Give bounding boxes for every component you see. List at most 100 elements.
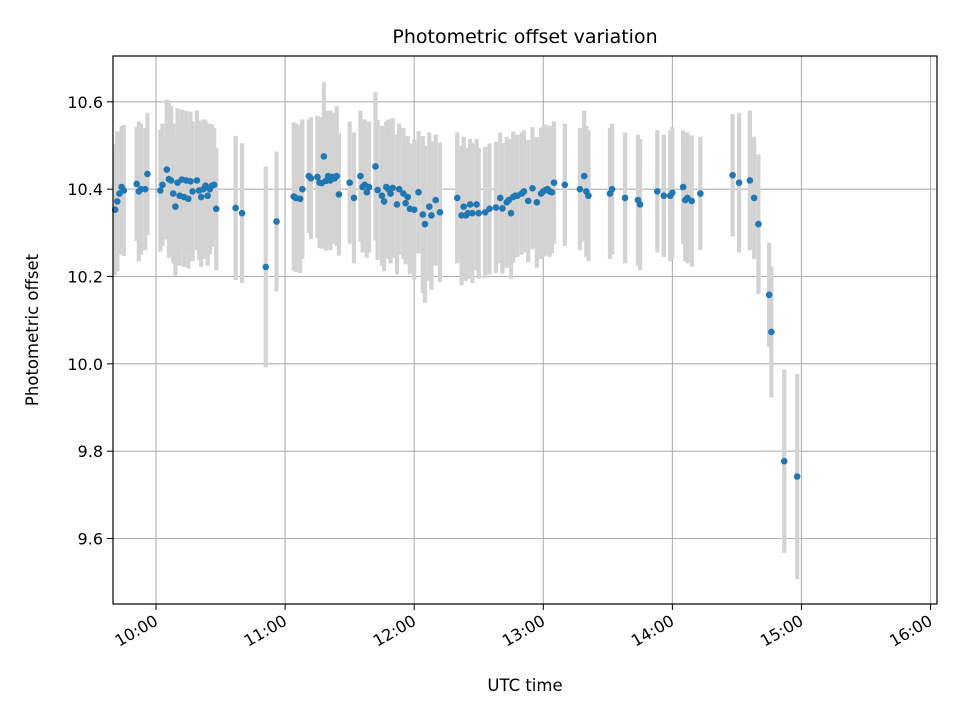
data-point — [524, 197, 532, 205]
data-point — [585, 192, 592, 200]
data-point — [486, 205, 493, 213]
data-point — [780, 457, 788, 465]
data-point — [576, 185, 584, 193]
data-point — [468, 209, 476, 217]
data-point — [172, 203, 179, 210]
data-point — [374, 186, 381, 194]
data-point — [189, 188, 196, 195]
data-point — [320, 153, 328, 160]
data-point — [460, 203, 467, 210]
data-point — [755, 220, 762, 228]
data-point — [492, 204, 500, 211]
data-point — [299, 185, 306, 193]
y-tick-label: 10.4 — [67, 180, 103, 199]
data-point — [679, 183, 687, 191]
data-point — [735, 179, 743, 186]
data-point — [520, 188, 528, 195]
x-tick-label: 12:00 — [370, 611, 419, 651]
data-point — [410, 206, 418, 214]
data-point — [473, 201, 480, 208]
data-point — [185, 195, 192, 203]
data-point — [169, 190, 177, 197]
data-point — [365, 183, 373, 191]
data-point — [621, 194, 629, 202]
x-tick-label: 10:00 — [112, 611, 161, 651]
data-point — [529, 185, 536, 192]
data-point — [636, 201, 644, 208]
y-tick-label: 10.0 — [67, 355, 103, 374]
x-tick-label: 14:00 — [628, 611, 677, 651]
data-point — [750, 194, 758, 202]
data-point — [197, 193, 205, 201]
data-point — [419, 211, 427, 218]
data-point — [378, 192, 386, 200]
data-point — [157, 187, 164, 194]
data-point — [380, 198, 388, 205]
data-point — [210, 181, 218, 189]
data-point — [262, 263, 270, 271]
data-point — [746, 177, 754, 184]
data-point — [193, 177, 201, 184]
data-point — [768, 328, 775, 336]
data-point — [346, 179, 353, 186]
y-axis-label: Photometric offset — [23, 253, 42, 406]
data-point — [363, 188, 371, 196]
data-point — [114, 198, 121, 205]
data-point — [307, 174, 315, 182]
data-point — [212, 205, 220, 213]
data-point — [466, 201, 474, 208]
data-point — [432, 196, 440, 204]
data-point — [608, 185, 616, 193]
data-point — [357, 172, 364, 180]
data-point — [387, 190, 394, 197]
data-point — [204, 192, 211, 200]
data-point — [393, 201, 401, 208]
y-tick-label: 10.2 — [67, 268, 103, 287]
data-point — [793, 473, 801, 480]
axes-frame — [112, 55, 938, 605]
data-point — [453, 194, 461, 202]
data-points — [111, 153, 801, 480]
data-point — [654, 188, 661, 195]
data-point — [372, 163, 379, 170]
data-point — [475, 209, 483, 217]
data-point — [580, 172, 588, 180]
data-point — [389, 184, 396, 192]
data-point — [729, 171, 736, 179]
data-point — [669, 189, 676, 196]
data-point — [436, 209, 444, 216]
data-point — [273, 218, 280, 225]
data-point — [404, 193, 412, 201]
data-point — [765, 291, 773, 299]
data-point — [232, 204, 239, 212]
data-point — [660, 192, 668, 200]
data-point — [496, 194, 504, 202]
x-tick-label: 11:00 — [241, 611, 290, 651]
y-tick-label: 9.8 — [78, 442, 103, 461]
data-point — [141, 185, 149, 193]
data-point — [314, 173, 321, 181]
data-point — [415, 188, 422, 196]
data-point — [688, 197, 696, 205]
data-point — [163, 166, 171, 173]
data-point — [296, 195, 304, 203]
data-point — [167, 177, 175, 184]
error-bars — [113, 82, 800, 580]
data-point — [335, 191, 343, 198]
x-tick-label: 16:00 — [886, 611, 935, 651]
grid — [113, 56, 937, 604]
data-point — [187, 178, 194, 185]
data-point — [428, 212, 435, 219]
data-point — [507, 209, 515, 217]
data-point — [350, 194, 358, 202]
data-point — [333, 172, 341, 180]
x-tick-label: 15:00 — [757, 611, 806, 651]
data-point — [548, 188, 556, 196]
chart-title: Photometric offset variation — [392, 26, 657, 48]
y-tick-label: 10.6 — [67, 93, 103, 112]
data-point — [550, 179, 558, 186]
data-point — [133, 180, 140, 188]
x-axis-label: UTC time — [487, 676, 562, 695]
data-point — [697, 190, 704, 197]
